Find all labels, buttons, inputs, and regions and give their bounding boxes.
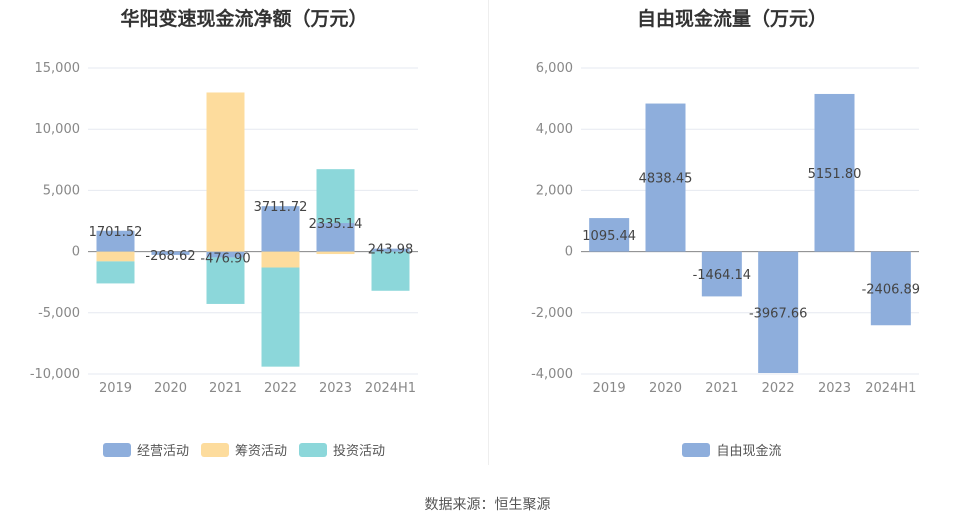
data-label: -268.62 [145, 249, 195, 264]
y-tick-label: -4,000 [531, 367, 573, 382]
data-label: -3967.66 [749, 306, 807, 321]
chart-title: 自由现金流量（万元） [636, 8, 827, 30]
bar[interactable] [758, 251, 799, 374]
bar[interactable] [814, 93, 855, 252]
legend-item-free-cashflow[interactable]: 自由现金流 [682, 440, 782, 459]
bar[interactable] [316, 251, 355, 255]
panel-divider [488, 0, 489, 465]
y-tick-label: 0 [565, 245, 573, 260]
bar[interactable] [261, 267, 300, 367]
x-tick-label: 2020 [154, 381, 187, 396]
data-label: -2406.89 [862, 282, 920, 297]
bar[interactable] [870, 251, 911, 326]
chart-legend: 经营活动 筹资活动 投资活动 [0, 440, 488, 459]
legend-swatch [200, 442, 229, 457]
x-tick-label: 2022 [264, 381, 297, 396]
cashflow-net-chart-panel: 华阳变速现金流净额（万元） 15,000 10,000 5,000 0 -5,000 -1… [0, 0, 488, 470]
bar[interactable] [206, 92, 245, 252]
y-tick-label: 4,000 [536, 122, 573, 137]
legend-label: 自由现金流 [716, 444, 782, 459]
bar[interactable] [589, 218, 630, 252]
free-cashflow-chart-panel: 自由现金流量（万元） 6,000 4,000 2,000 0 -2,000 -4,000 1… [489, 0, 975, 470]
y-tick-label: 6,000 [536, 61, 573, 76]
bar[interactable] [371, 248, 410, 252]
x-tick-label: 2019 [99, 381, 132, 396]
free-cashflow-chart: 6,000 4,000 2,000 0 -2,000 -4,000 1095.44 4838.… [531, 61, 920, 396]
legend-item-investing[interactable]: 投资活动 [299, 440, 385, 459]
y-tick-label: 2,000 [536, 183, 573, 198]
bar[interactable] [316, 223, 355, 252]
data-label: 5151.80 [808, 167, 862, 182]
legend-item-financing[interactable]: 筹资活动 [200, 440, 287, 459]
y-tick-label: 5,000 [43, 183, 80, 198]
legend-label: 经营活动 [136, 444, 189, 459]
bar[interactable] [701, 251, 742, 297]
chart-legend: 自由现金流 [489, 440, 975, 459]
bar[interactable] [96, 261, 135, 284]
legend-label: 投资活动 [333, 444, 386, 459]
bar[interactable] [316, 169, 355, 224]
y-tick-label: 15,000 [35, 61, 81, 76]
bar[interactable] [151, 251, 190, 255]
cashflow-net-chart: 15,000 10,000 5,000 0 -5,000 -10,000 1701.52-2… [30, 61, 418, 396]
x-tick-label: 2023 [818, 381, 851, 396]
legend-label: 筹资活动 [234, 444, 287, 459]
y-tick-label: 0 [72, 245, 80, 260]
x-tick-label: 2019 [593, 381, 626, 396]
legend-item-operating[interactable]: 经营活动 [102, 440, 189, 459]
y-tick-label: -10,000 [30, 367, 80, 382]
x-tick-label: 2021 [705, 381, 738, 396]
legend-swatch [299, 442, 327, 457]
bar[interactable] [261, 251, 300, 268]
bar[interactable] [371, 251, 410, 291]
y-tick-label: -2,000 [531, 306, 573, 321]
data-label: -476.90 [200, 251, 250, 266]
data-label: 1095.44 [582, 229, 636, 244]
data-label: 3711.72 [254, 200, 308, 215]
y-tick-label: 10,000 [35, 122, 81, 137]
chart-title: 华阳变速现金流净额（万元） [120, 8, 368, 30]
data-label: 243.98 [368, 243, 414, 258]
bar[interactable] [645, 103, 686, 252]
data-label: 1701.52 [89, 225, 143, 240]
legend-swatch [682, 442, 711, 457]
bar[interactable] [261, 206, 300, 252]
data-source-note: 数据来源：恒生聚源 [424, 497, 551, 513]
data-label: -1464.14 [693, 268, 751, 283]
x-tick-label: 2024H1 [865, 381, 916, 396]
x-tick-label: 2024H1 [365, 381, 416, 396]
bar[interactable] [96, 251, 135, 262]
x-tick-label: 2021 [209, 381, 242, 396]
data-label: 4838.45 [639, 172, 693, 187]
legend-swatch [102, 442, 131, 457]
x-tick-label: 2022 [762, 381, 795, 396]
bar[interactable] [206, 251, 245, 258]
x-tick-label: 2023 [319, 381, 352, 396]
bar[interactable] [96, 230, 135, 252]
data-label: 2335.14 [309, 217, 363, 232]
bar[interactable] [206, 257, 245, 304]
x-tick-label: 2020 [649, 381, 682, 396]
y-tick-label: -5,000 [38, 306, 80, 321]
